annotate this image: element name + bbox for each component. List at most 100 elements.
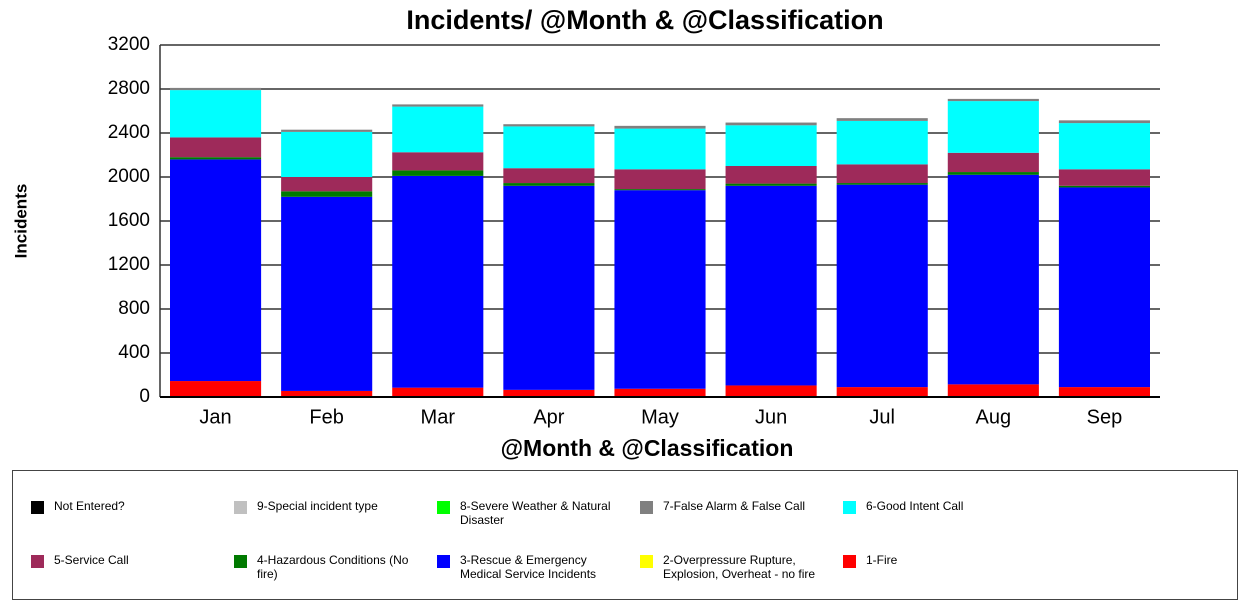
bar-segment — [725, 183, 817, 186]
x-tick-label: Feb — [309, 406, 343, 428]
legend-item: 6-Good Intent Call — [843, 499, 1046, 553]
legend-label: 2-Overpressure Rupture, Explosion, Overh… — [663, 553, 816, 581]
legend-item: Not Entered? — [31, 499, 234, 553]
bar-segment — [836, 184, 928, 388]
x-axis-label: @Month & @Classification — [501, 435, 794, 461]
legend-label: 1-Fire — [866, 553, 898, 567]
legend-label: 8-Severe Weather & Natural Disaster — [460, 499, 611, 527]
bar-segment — [392, 152, 484, 171]
bar-segment — [503, 126, 595, 169]
bar-segment — [1058, 120, 1150, 124]
legend-swatch — [31, 501, 44, 514]
bar-segment — [170, 90, 262, 138]
legend-swatch — [437, 555, 450, 568]
chart: Incidents/ @Month & @Classification @Mon… — [11, 5, 1160, 461]
bar-segment — [503, 185, 595, 390]
bar-segment — [392, 170, 484, 176]
legend-swatch — [843, 555, 856, 568]
y-tick-label: 800 — [118, 298, 150, 319]
x-tick-label: May — [641, 406, 679, 428]
y-tick-label: 3200 — [108, 34, 150, 55]
y-tick-label: 1200 — [108, 254, 150, 275]
y-tick-label: 0 — [139, 386, 150, 407]
bar-segment — [170, 157, 262, 160]
bar-segment — [614, 128, 706, 170]
bar-segment — [947, 174, 1039, 385]
bar-segment — [392, 387, 484, 397]
legend-label: 9-Special incident type — [257, 499, 378, 513]
legend-item: 8-Severe Weather & Natural Disaster — [437, 499, 640, 553]
legend: Not Entered? 9-Special incident type 8-Sev… — [12, 470, 1238, 600]
bar-segment — [947, 152, 1039, 173]
legend-item: 3-Rescue & Emergency Medical Service Inc… — [437, 553, 640, 607]
bar-segment — [281, 129, 373, 132]
legend-item: 1-Fire — [843, 553, 1046, 607]
bar-segment — [281, 191, 373, 197]
legend-swatch — [843, 501, 856, 514]
legend-label: Not Entered? — [54, 499, 125, 513]
bar-segment — [170, 87, 262, 91]
bar-segment — [725, 166, 817, 184]
x-tick-label: Jan — [199, 406, 231, 428]
bar-segment — [614, 190, 706, 389]
y-tick-label: 400 — [118, 342, 150, 363]
bar-segment — [503, 124, 595, 127]
bar-segment — [281, 177, 373, 192]
bar-segment — [392, 106, 484, 153]
y-tick-label: 2000 — [108, 166, 150, 187]
bar-segment — [1058, 185, 1150, 188]
legend-item: 7-False Alarm & False Call — [640, 499, 843, 553]
bar-segment — [1058, 123, 1150, 170]
y-axis-label: Incidents — [11, 184, 30, 259]
bar-segment — [836, 164, 928, 184]
legend-label: 3-Rescue & Emergency Medical Service Inc… — [460, 553, 597, 581]
legend-item: 2-Overpressure Rupture, Explosion, Overh… — [640, 553, 843, 607]
legend-label: 5-Service Call — [54, 553, 129, 567]
bar-segment — [614, 125, 706, 129]
bar-segment — [392, 104, 484, 107]
bar-segment — [1058, 187, 1150, 388]
x-tick-label: Jun — [755, 406, 787, 428]
bar-segment — [725, 122, 817, 126]
legend-label: 7-False Alarm & False Call — [663, 499, 806, 513]
legend-swatch — [437, 501, 450, 514]
x-tick-label: Aug — [976, 406, 1012, 428]
bar-segment — [170, 137, 262, 158]
bar-segment — [281, 390, 373, 397]
bar-segment — [503, 168, 595, 184]
legend-swatch — [234, 501, 247, 514]
legend-label: 6-Good Intent Call — [866, 499, 964, 513]
x-tick-label: Jul — [869, 406, 895, 428]
bar-segment — [1058, 387, 1150, 397]
bar-segment — [836, 387, 928, 397]
bar-segment — [281, 131, 373, 177]
legend-item: 5-Service Call — [31, 553, 234, 607]
legend-label: 4-Hazardous Conditions (No fire) — [257, 553, 409, 581]
bar-segment — [947, 384, 1039, 397]
legend-item: 4-Hazardous Conditions (No fire) — [234, 553, 437, 607]
legend-swatch — [640, 501, 653, 514]
bar-segment — [614, 388, 706, 397]
bar-segment — [170, 381, 262, 397]
bar-segment — [836, 118, 928, 121]
bar-segment — [725, 125, 817, 166]
x-tick-label: Apr — [533, 406, 564, 428]
bar-segment — [281, 196, 373, 391]
bar-segment — [614, 189, 706, 191]
x-tick-label: Sep — [1087, 406, 1123, 428]
bar-segment — [836, 120, 928, 165]
y-tick-label: 2800 — [108, 78, 150, 99]
bar-segment — [947, 172, 1039, 175]
bar-segment — [725, 385, 817, 397]
bar-segment — [392, 175, 484, 388]
bar-segment — [614, 169, 706, 190]
bar-segment — [170, 159, 262, 382]
legend-swatch — [31, 555, 44, 568]
legend-swatch — [640, 555, 653, 568]
legend-swatch — [234, 555, 247, 568]
bar-segment — [725, 185, 817, 386]
bar-segment — [947, 98, 1039, 102]
bar-segment — [503, 389, 595, 397]
y-tick-label: 1600 — [108, 210, 150, 231]
